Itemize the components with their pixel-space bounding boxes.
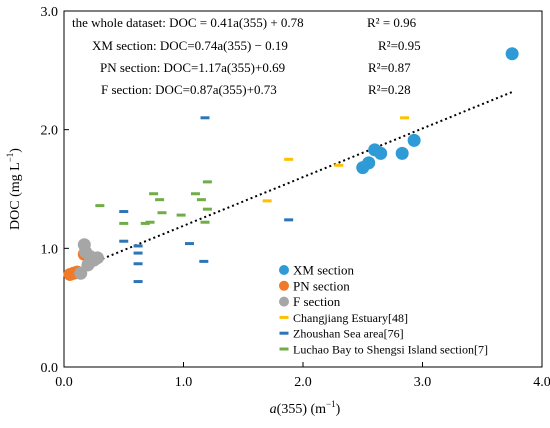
x-axis-label: a(355) (m−1) xyxy=(270,399,341,417)
x-axis-label-italic: a xyxy=(270,402,277,417)
data-point xyxy=(119,210,128,213)
data-point xyxy=(177,214,186,217)
legend-marker xyxy=(280,316,289,319)
y-axis-label-sup: −1 xyxy=(5,153,15,163)
x-tick-label: 3.0 xyxy=(414,375,432,390)
data-point xyxy=(334,164,343,167)
equation-pn: PN section: DOC=1.17a(355)+0.69 xyxy=(100,60,285,75)
data-point xyxy=(149,192,158,195)
legend-marker xyxy=(279,297,289,307)
data-point xyxy=(201,221,210,224)
data-point xyxy=(284,218,293,221)
data-point xyxy=(197,198,206,201)
data-point xyxy=(408,134,421,147)
data-point xyxy=(157,211,166,214)
data-point xyxy=(284,158,293,161)
x-axis-label-sup: −1 xyxy=(326,399,336,409)
y-tick-label: 3.0 xyxy=(41,5,59,20)
data-point xyxy=(95,204,104,207)
x-axis-label-text: (355) (m xyxy=(277,402,326,417)
equation-xm: XM section: DOC=0.74a(355) − 0.19 xyxy=(92,38,288,53)
data-point xyxy=(203,180,212,183)
y-axis-label: DOC (mg L−1) xyxy=(5,148,23,230)
data-point xyxy=(74,267,87,280)
x-tick-label: 2.0 xyxy=(294,375,312,390)
equation-whole-r2: R² = 0.96 xyxy=(367,15,417,30)
y-axis-label-close: ) xyxy=(8,148,23,153)
data-point xyxy=(134,244,143,247)
y-tick-label: 1.0 xyxy=(41,242,59,257)
data-point xyxy=(199,260,208,263)
data-point xyxy=(191,192,200,195)
x-tick-label: 1.0 xyxy=(175,375,193,390)
x-tick-label: 4.0 xyxy=(533,375,550,390)
equation-f-r2: R²=0.28 xyxy=(368,82,411,97)
y-tick-label: 2.0 xyxy=(41,124,59,139)
legend-label: PN section xyxy=(293,278,350,293)
equation-f: F section: DOC=0.87a(355)+0.73 xyxy=(101,82,277,97)
equation-pn-r2: R²=0.87 xyxy=(368,60,411,75)
legend-marker xyxy=(280,332,289,335)
legend-marker xyxy=(279,265,289,275)
equation-whole: the whole dataset: DOC = 0.41a(355) + 0.… xyxy=(72,15,304,30)
legend-marker xyxy=(279,281,289,291)
legend-label: Changjiang Estuary[48] xyxy=(293,311,408,325)
y-axis-label-text: DOC (mg L xyxy=(8,162,23,230)
equation-xm-r2: R²=0.95 xyxy=(378,38,421,53)
legend-label: F section xyxy=(293,294,341,309)
legend-item: Zhoushan Sea area[76] xyxy=(280,327,404,341)
legend-label: Zhoushan Sea area[76] xyxy=(293,327,404,341)
data-point xyxy=(134,252,143,255)
y-tick-label: 0.0 xyxy=(41,361,59,376)
data-point xyxy=(400,116,409,119)
legend-marker xyxy=(280,348,289,351)
data-point xyxy=(134,280,143,283)
data-point xyxy=(263,199,272,202)
data-point xyxy=(362,156,375,169)
data-point xyxy=(119,240,128,243)
legend-item: Luchao Bay to Shengsi Island section[7] xyxy=(280,343,488,357)
legend-label: Luchao Bay to Shengsi Island section[7] xyxy=(293,343,488,357)
x-tick-label: 0.0 xyxy=(55,375,73,390)
legend-label: XM section xyxy=(293,263,355,278)
data-point xyxy=(134,262,143,265)
data-point xyxy=(119,222,128,225)
data-point xyxy=(506,47,519,60)
legend-item: Changjiang Estuary[48] xyxy=(280,311,408,325)
x-axis-label-close: ) xyxy=(336,402,341,417)
data-point xyxy=(185,242,194,245)
data-point xyxy=(201,116,210,119)
data-point xyxy=(203,208,212,211)
data-point xyxy=(155,198,164,201)
data-point xyxy=(146,221,155,224)
data-point xyxy=(91,251,104,264)
data-point xyxy=(396,147,409,160)
data-point xyxy=(374,147,387,160)
